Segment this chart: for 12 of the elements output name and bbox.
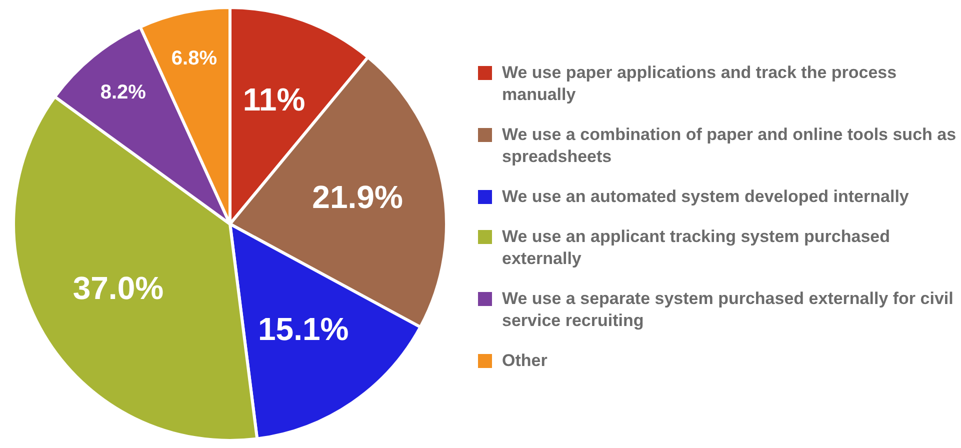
data-label: 11% bbox=[242, 82, 306, 118]
data-label: 15.1% bbox=[258, 311, 349, 348]
data-label: 37.0% bbox=[72, 270, 164, 306]
legend-label: We use a separate system purchased externally for civil service recruiting bbox=[502, 288, 954, 332]
legend-label: We use an automated system developed internally bbox=[502, 186, 909, 208]
legend-label: Other bbox=[502, 350, 548, 372]
data-label: 6.8% bbox=[171, 47, 218, 70]
legend-label: We use a combination of paper and online tools such as spreadsheets bbox=[502, 124, 958, 168]
legend-label: We use paper applications and track the process manually bbox=[502, 62, 898, 106]
legend-label: We use an applicant tracking system purchased externally bbox=[502, 226, 891, 270]
data-label: 21.9% bbox=[312, 179, 403, 216]
data-label: 8.2% bbox=[100, 82, 146, 104]
